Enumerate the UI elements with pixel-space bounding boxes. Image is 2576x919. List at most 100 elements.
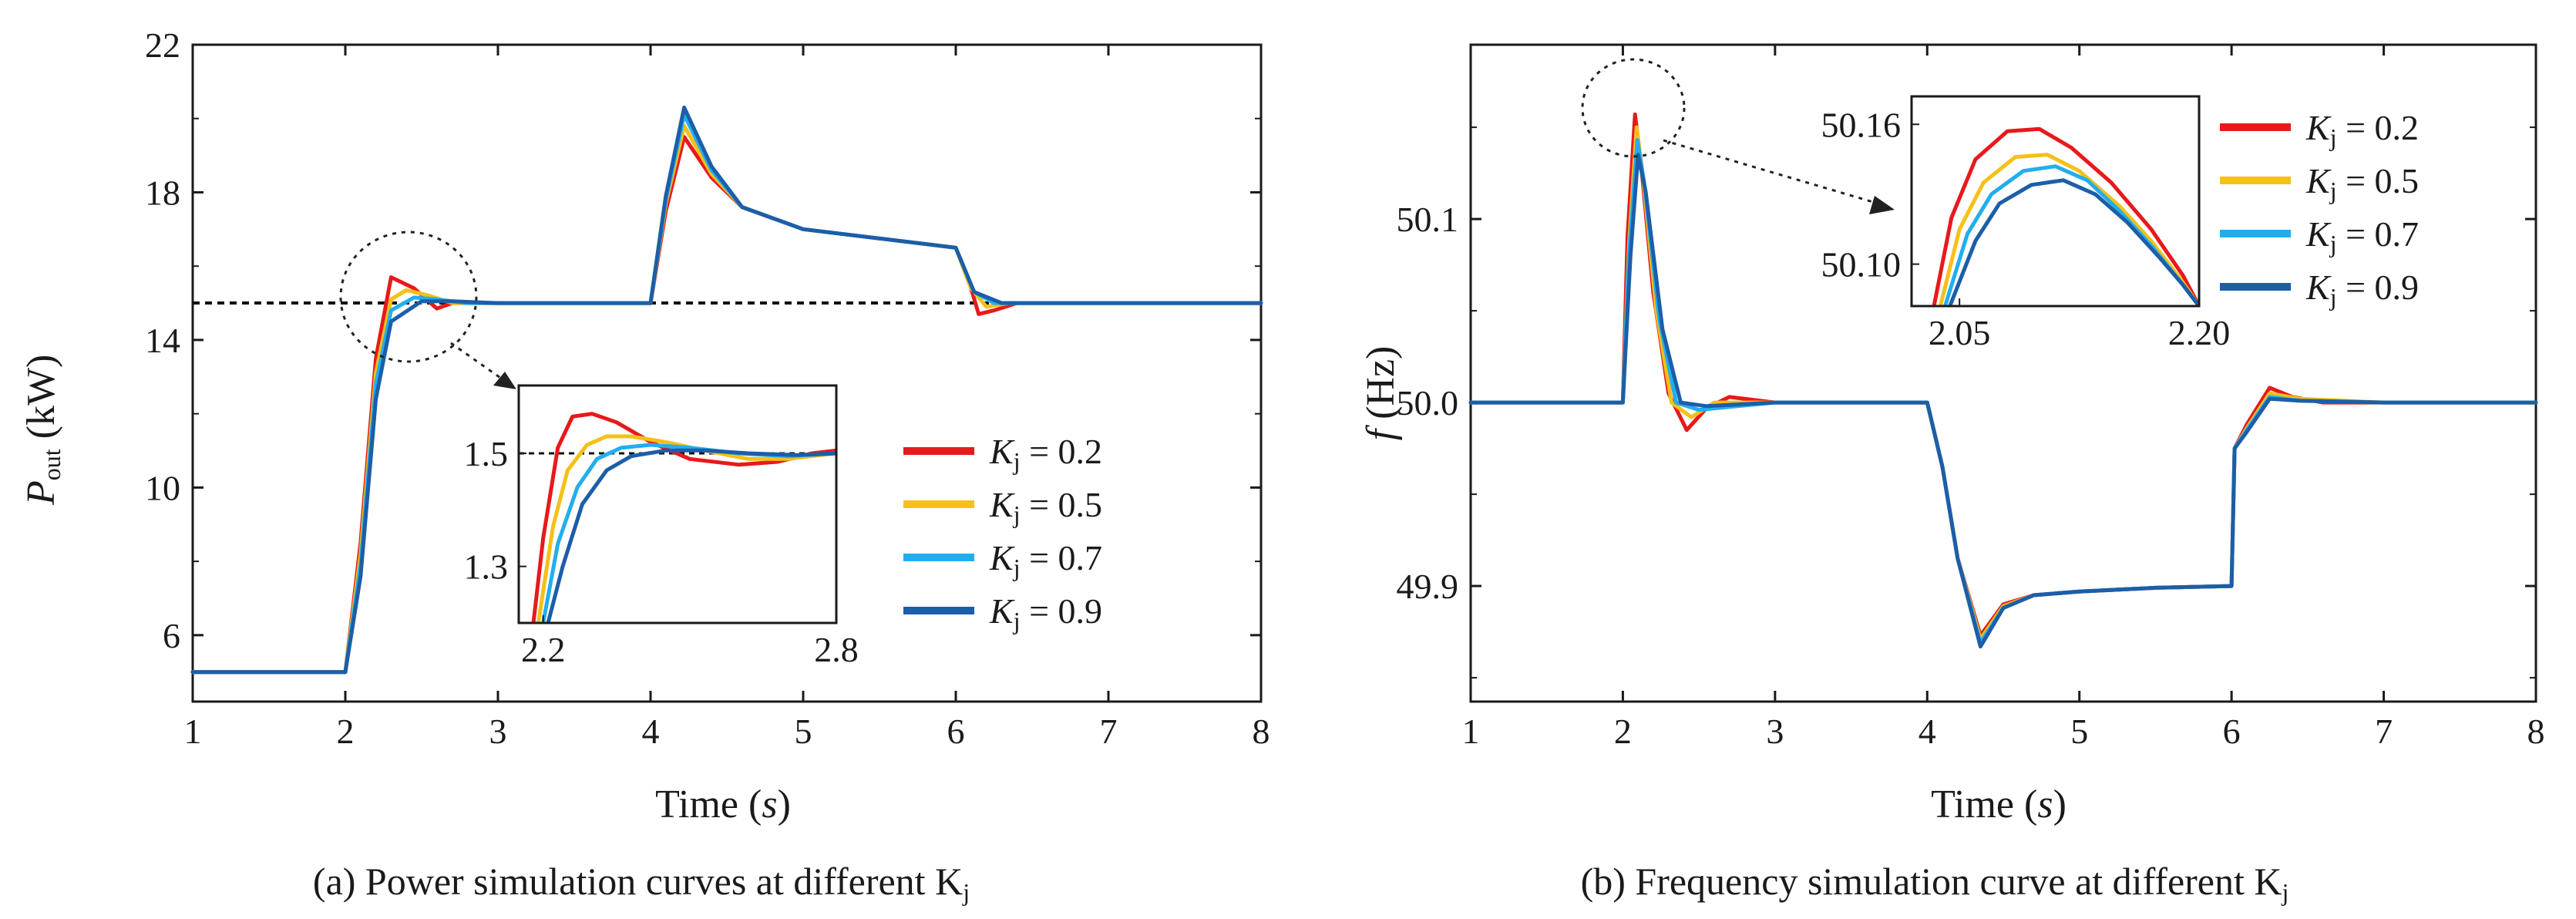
frequency-legend-subscript: j [2329,230,2337,258]
frequency-inset-series-line-1 [1932,126,2199,306]
power-legend: Kj = 0.2Kj = 0.5Kj = 0.7Kj = 0.9 [903,432,1102,635]
frequency-x-tick-label: 8 [2527,712,2545,751]
frequency-inset: 2.05 2.20 50.10 50.16 [1821,93,2231,352]
frequency-inset-series-line-4 [1948,178,2199,306]
frequency-legend-symbol: K [2305,108,2332,147]
power-legend-value: = 0.5 [1021,485,1102,524]
frequency-series-line-4 [1468,153,2538,649]
frequency-legend-label-2: Kj = 0.5 [2305,161,2419,204]
power-legend-label-2: Kj = 0.5 [989,485,1102,528]
frequency-legend-label-3: Kj = 0.7 [2305,214,2419,258]
power-inset-background [516,382,839,626]
power-series [190,105,1263,675]
power-x-tick-label: 2 [337,712,355,751]
frequency-zoom-arrow [1663,139,1874,204]
frequency-inset-series-line-2 [1938,153,2199,306]
frequency-legend-label-1: Kj = 0.2 [2305,108,2419,151]
power-legend-subscript: j [1013,607,1021,635]
power-series-line-1 [190,135,1263,675]
power-zoom-arrow [450,342,503,381]
power-inset-x-tick-label: 2.8 [814,630,859,669]
power-legend-value: = 0.9 [1021,591,1102,631]
frequency-x-tick-label: 6 [2223,712,2241,751]
frequency-legend-value: = 0.9 [2337,268,2419,307]
power-y-tick-label: 22 [145,25,180,65]
frequency-x-tick-label: 1 [1462,712,1480,751]
frequency-x-tick-label: 4 [1919,712,1936,751]
power-legend-value: = 0.7 [1021,538,1102,577]
power-zoom-circle [339,231,478,363]
frequency-inset-y-tick-label: 50.16 [1821,105,1902,144]
frequency-y-tick-label: 50.1 [1397,200,1459,239]
power-y-tick-label: 14 [145,321,180,360]
power-x-tick-label: 5 [795,712,812,751]
power-legend-symbol: K [989,591,1015,631]
frequency-zoom-arrowhead [1869,196,1895,214]
power-x-tick-label: 4 [642,712,660,751]
frequency-legend-label-4: Kj = 0.9 [2305,268,2419,311]
power-y-tick-label: 10 [145,468,180,507]
frequency-legend-symbol: K [2305,161,2332,200]
frequency-inset-x-tick-label: 2.20 [2168,313,2231,352]
frequency-x-tick-label: 3 [1766,712,1784,751]
power-legend-subscript: j [1013,500,1021,528]
power-inset-x-tick-label: 2.2 [521,630,566,669]
frequency-legend-value: = 0.7 [2337,214,2419,254]
frequency-plot-frame [1469,43,2537,703]
frequency-x-tick-label: 2 [1614,712,1632,751]
power-caption: (a) Power simulation curves at different… [313,860,970,906]
power-x-label: Time (s) [655,783,791,826]
power-x-tick-label: 8 [1253,712,1270,751]
power-y-tick-label: 18 [145,173,180,212]
frequency-caption: (b) Frequency simulation curve at differ… [1581,860,2289,906]
frequency-legend-value: = 0.5 [2337,161,2419,200]
frequency-legend: Kj = 0.2Kj = 0.5Kj = 0.7Kj = 0.9 [2220,108,2419,311]
power-legend-subscript: j [1013,447,1021,475]
power-zoom-arrowhead [493,372,516,389]
power-y-tick-label: 6 [163,616,180,655]
power-legend-symbol: K [989,485,1015,524]
frequency-legend-symbol: K [2305,214,2332,254]
power-x-tick-label: 7 [1100,712,1118,751]
frequency-legend-subscript: j [2329,177,2337,204]
frequency-zoom-circle [1581,58,1686,158]
power-x-tick-label: 3 [489,712,507,751]
power-legend-label-4: Kj = 0.9 [989,591,1102,635]
power-inset-series-line-2 [536,434,836,623]
frequency-legend-subscript: j [2329,283,2337,311]
frequency-inset-plot [1932,126,2199,306]
frequency-x-tick-label: 5 [2070,712,2088,751]
power-legend-label-1: Kj = 0.2 [989,432,1102,475]
power-series-line-4 [190,105,1263,675]
frequency-y-tick-label: 49.9 [1397,567,1459,606]
power-inset-y-tick-label: 1.3 [464,547,509,587]
power-x-tick-label: 6 [947,712,965,751]
power-y-label: Pout (kW) [19,355,66,506]
frequency-x-label: Time (s) [1931,783,2067,826]
frequency-legend-value: = 0.2 [2337,108,2419,147]
power-axes: 1 2 3 4 5 6 7 8 6 10 14 18 22 [145,25,1270,751]
frequency-series [1468,112,2538,649]
power-legend-subscript: j [1013,554,1021,581]
frequency-inset-frame [1910,95,2201,308]
power-x-tick-label: 1 [184,712,202,751]
frequency-chart: 1 2 3 4 5 6 7 849.950.050.1 2.05 2.2050.1050.16 … [1359,43,2545,906]
power-inset: 2.2 2.8 1.3 1.5 [464,382,859,669]
power-legend-symbol: K [989,432,1015,471]
frequency-inset-y-tick-label: 50.10 [1821,245,1902,284]
power-legend-label-3: Kj = 0.7 [989,538,1102,581]
power-inset-plot [519,412,836,623]
frequency-y-label: f (Hz) [1359,346,1403,441]
frequency-legend-symbol: K [2305,268,2332,307]
frequency-legend-subscript: j [2329,123,2337,151]
power-inset-series-line-4 [546,448,836,623]
frequency-x-tick-label: 7 [2375,712,2393,751]
frequency-y-tick-label: 50.0 [1397,383,1459,422]
frequency-inset-x-tick-label: 2.05 [1929,313,1991,352]
power-legend-value: = 0.2 [1021,432,1102,471]
power-plot-frame [191,43,1263,703]
power-inset-frame [517,384,838,624]
power-inset-y-tick-label: 1.5 [464,434,509,473]
